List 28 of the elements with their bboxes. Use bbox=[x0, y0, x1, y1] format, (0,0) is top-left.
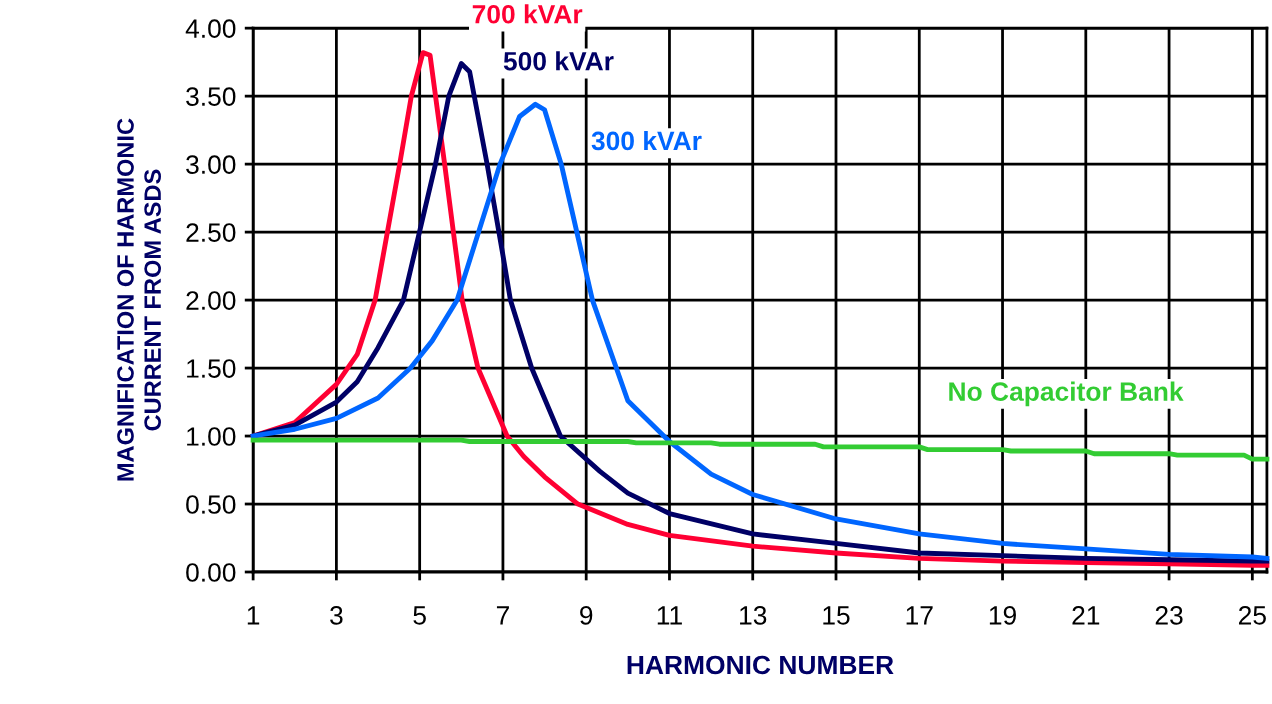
x-tick-label: 25 bbox=[1238, 606, 1266, 625]
x-tick-label: 3 bbox=[330, 606, 343, 625]
x-tick-label: 1 bbox=[247, 606, 260, 625]
series-label: 300 kVAr bbox=[591, 130, 702, 151]
series-label: No Capacitor Bank bbox=[949, 381, 1184, 407]
x-tick-label: 21 bbox=[1072, 606, 1100, 625]
x-axis-title: HARMONIC NUMBER bbox=[627, 655, 894, 675]
y-axis-title: MAGNIFICATION OF HARMONIC CURRENT FROM ASDS bbox=[117, 118, 161, 481]
x-tick-label: 7 bbox=[496, 606, 509, 625]
y-tick-label: 2.00 bbox=[186, 291, 236, 310]
y-tick-label: 0.50 bbox=[186, 495, 236, 514]
y-tick-label: 3.00 bbox=[186, 155, 236, 174]
x-tick-label: 5 bbox=[413, 606, 426, 625]
series-label: 500 kVAr bbox=[503, 51, 614, 71]
x-tick-label: 15 bbox=[823, 606, 850, 625]
x-tick-label: 11 bbox=[657, 606, 682, 625]
y-tick-label: 1.00 bbox=[187, 427, 236, 446]
text: 700 kVAr bbox=[472, 4, 583, 24]
x-tick-label: 13 bbox=[740, 606, 767, 625]
y-tick-label: 1.50 bbox=[187, 359, 236, 378]
y-tick-label: 2.50 bbox=[186, 223, 236, 242]
x-tick-label: 23 bbox=[1155, 606, 1183, 625]
x-tick-label: 17 bbox=[906, 606, 933, 625]
y-tick-label: 3.50 bbox=[186, 87, 236, 106]
x-tick-label: 19 bbox=[989, 606, 1016, 625]
x-tick-label: 9 bbox=[580, 606, 593, 625]
y-tick-label: 0.00 bbox=[186, 563, 236, 582]
y-tick-label: 4.00 bbox=[185, 19, 236, 38]
